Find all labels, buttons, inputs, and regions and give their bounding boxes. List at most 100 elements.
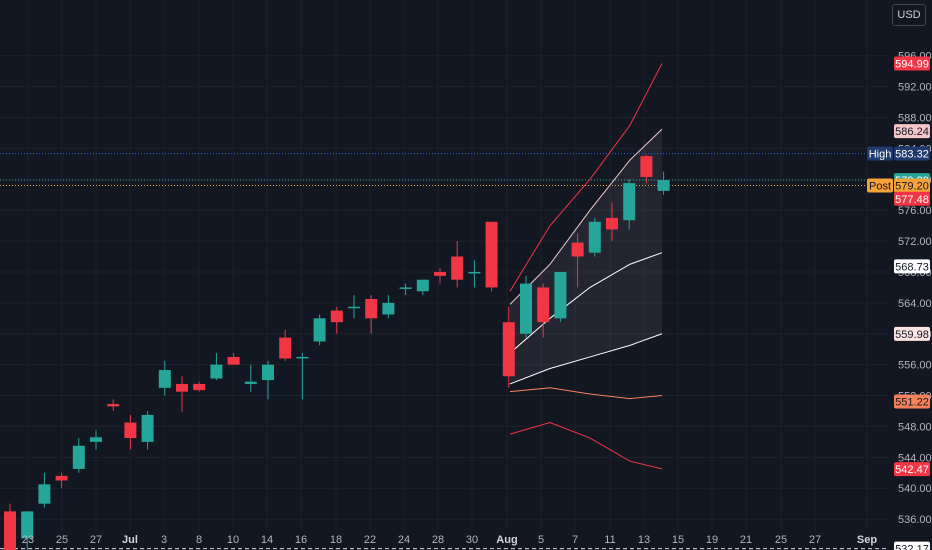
candle[interactable] — [520, 275, 532, 338]
time-tick-label: 14 — [261, 534, 273, 546]
candle[interactable] — [382, 295, 395, 319]
price-tag: 579.20 Post — [867, 178, 930, 193]
candle[interactable] — [124, 414, 137, 450]
candle[interactable] — [502, 306, 515, 388]
candle[interactable] — [55, 472, 68, 489]
candle[interactable] — [38, 472, 51, 508]
time-tick-label: 27 — [809, 534, 821, 546]
candle[interactable] — [537, 283, 550, 338]
time-tick-label: 15 — [672, 534, 684, 546]
time-tick-label: Sep — [857, 534, 877, 546]
candle[interactable] — [21, 511, 34, 550]
candle[interactable] — [262, 360, 274, 400]
candle-body — [468, 271, 481, 274]
time-tick-label: 19 — [706, 534, 718, 546]
price-tags: 594.99586.24583.32High579.89579.20Post57… — [867, 56, 930, 550]
price-tag-label-bg — [867, 146, 893, 161]
candle[interactable] — [313, 314, 326, 346]
candle[interactable] — [90, 430, 102, 450]
candle-body — [90, 437, 102, 442]
price-tick-label: 536.00 — [898, 514, 932, 526]
candle-body — [330, 310, 343, 323]
candle[interactable] — [72, 438, 85, 473]
price-tick-label: 572.00 — [898, 236, 932, 248]
time-tick-label: 21 — [740, 534, 752, 546]
candle[interactable] — [451, 241, 464, 288]
price-tag: 551.22 — [894, 394, 930, 409]
candle-body — [537, 287, 550, 323]
candle[interactable] — [588, 217, 601, 257]
candle[interactable] — [158, 360, 171, 396]
candle[interactable] — [4, 503, 16, 550]
candle[interactable] — [640, 154, 653, 184]
price-tag-value: 583.32 — [895, 149, 929, 161]
candle-body — [313, 318, 326, 342]
price-tag: 568.73 — [894, 259, 930, 274]
price-tick-label: 556.00 — [898, 360, 932, 372]
candle-body — [4, 511, 16, 550]
candle-body — [365, 299, 378, 319]
candle[interactable] — [434, 268, 446, 284]
price-tick-label: 544.00 — [898, 452, 932, 464]
price-tag-value: 551.22 — [895, 397, 929, 409]
time-tick-label: 22 — [364, 534, 376, 546]
candle[interactable] — [296, 353, 309, 400]
candle[interactable] — [657, 171, 670, 195]
time-tick-label: Aug — [496, 534, 517, 546]
price-lines — [0, 153, 888, 550]
price-tag-value: 542.47 — [895, 464, 929, 476]
price-tag-value: 577.48 — [895, 194, 929, 206]
candle-body — [623, 183, 636, 221]
price-tick-label: 592.00 — [898, 82, 932, 94]
band-fill — [510, 129, 662, 384]
currency-button[interactable]: USD — [892, 4, 926, 26]
price-tick-label: 588.00 — [898, 113, 932, 125]
price-tick-label: 564.00 — [898, 298, 932, 310]
candle[interactable] — [399, 283, 412, 296]
price-tag: 559.98 — [894, 326, 930, 341]
candle[interactable] — [193, 381, 206, 392]
projection-bands — [509, 63, 663, 470]
candle[interactable] — [571, 233, 584, 288]
band-line — [509, 333, 663, 385]
time-tick-label: 13 — [638, 534, 650, 546]
candle[interactable] — [176, 376, 188, 412]
candle[interactable] — [227, 353, 240, 365]
candle[interactable] — [348, 295, 360, 319]
band-line — [509, 128, 663, 305]
candle-body — [193, 383, 206, 391]
candle[interactable] — [107, 399, 120, 411]
currency-label: USD — [897, 9, 921, 21]
candle[interactable] — [623, 179, 636, 230]
price-tag-value: 532.17 — [895, 544, 929, 550]
candle-body — [348, 306, 360, 309]
time-axis[interactable]: 23 25 27 Jul 3 8 10 14 16 18 22 24 28 30 Aug 5 7 11 13 15 19… — [22, 534, 877, 546]
price-tag-value: 568.73 — [895, 261, 929, 273]
candle[interactable] — [365, 295, 378, 334]
price-tag: 542.47 — [894, 462, 930, 477]
candle-body — [210, 364, 223, 379]
candle[interactable] — [416, 279, 429, 296]
time-tick-label: 11 — [604, 534, 615, 546]
band-fill-area — [510, 129, 662, 384]
candle[interactable] — [244, 364, 257, 392]
price-tag-label-bg — [867, 178, 893, 193]
price-tag-value: 594.99 — [895, 59, 929, 71]
candle-body — [520, 283, 532, 334]
candle[interactable] — [279, 329, 292, 361]
candle[interactable] — [468, 260, 481, 288]
candle[interactable] — [210, 353, 223, 381]
candle[interactable] — [330, 306, 343, 334]
candle[interactable] — [141, 410, 154, 450]
candle[interactable] — [485, 221, 498, 292]
price-axis[interactable]: 536.00540.00544.00548.00552.00556.00560.… — [898, 51, 932, 526]
candle[interactable] — [554, 271, 567, 323]
candles[interactable] — [4, 154, 670, 550]
candle-body — [382, 302, 395, 315]
candle-body — [554, 271, 567, 319]
price-tag: 577.48 — [894, 191, 930, 206]
candle-body — [451, 256, 464, 280]
candle[interactable] — [606, 202, 618, 242]
price-tick-label: 576.00 — [898, 205, 932, 217]
